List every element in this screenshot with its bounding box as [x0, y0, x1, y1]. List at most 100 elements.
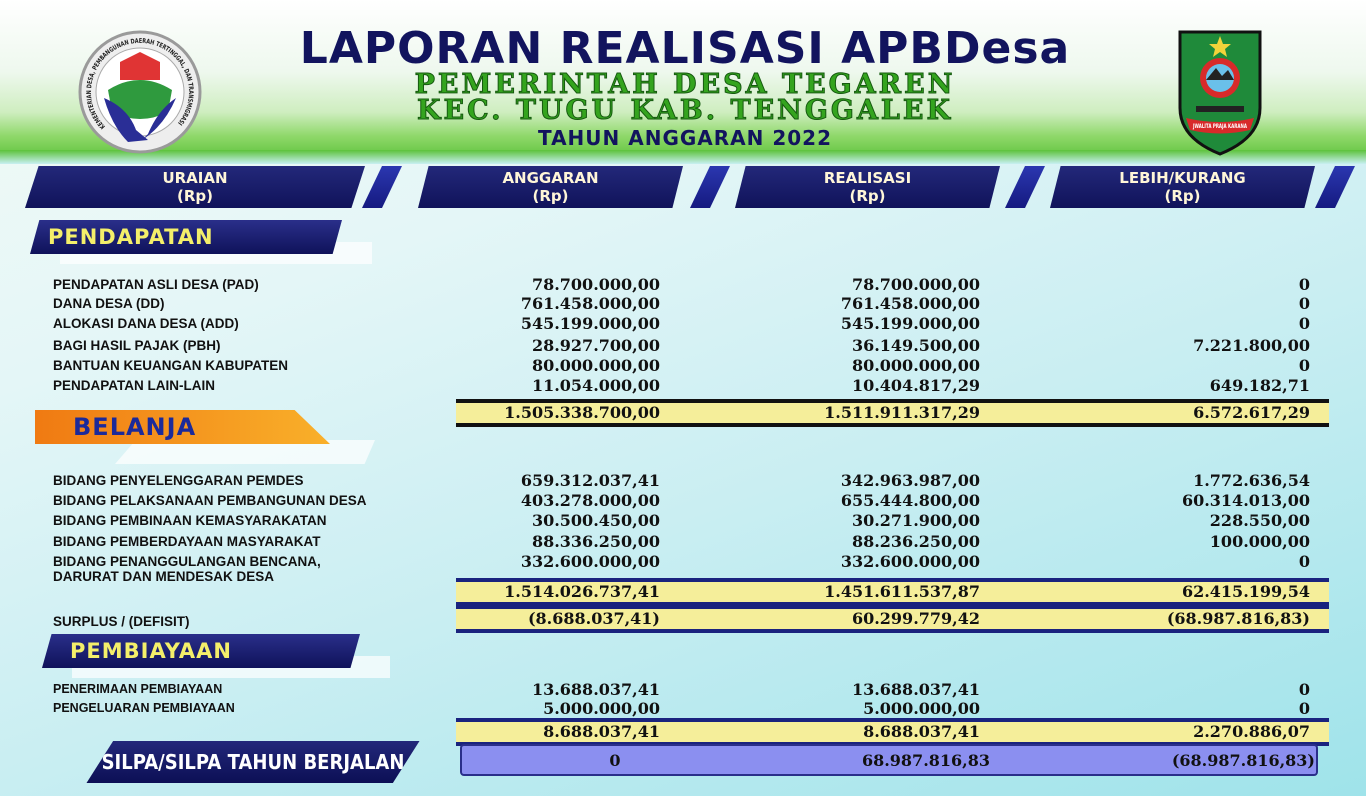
row-value-anggaran: 545.199.000,00 [520, 314, 660, 333]
row-label-line: PENDAPATAN LAIN-LAIN [53, 378, 215, 393]
row-label-line: BIDANG PEMBERDAYAAN MASYARAKAT [53, 534, 321, 549]
row-label: DANA DESA (DD) [53, 296, 165, 311]
decorative-slash [1315, 166, 1355, 208]
row-value-realisasi: 13.688.037,41 [851, 680, 980, 699]
right-logo-motto: JWALITA PRAJA KARANA [1192, 123, 1247, 130]
row-value-selisih: 7.221.800,00 [1193, 336, 1310, 355]
row-label-line: BAGI HASIL PAJAK (PBH) [53, 338, 221, 353]
row-value-anggaran: 332.600.000,00 [520, 552, 660, 571]
silpa-bar [460, 744, 1318, 776]
total-pendapatan-value-selisih: 6.572.617,29 [1193, 403, 1310, 422]
total-belanja-value-anggaran: 1.514.026.737,41 [504, 582, 660, 601]
section-pembiayaan: PEMBIAYAAN [42, 634, 360, 668]
row-label: PENERIMAAN PEMBIAYAAN [53, 682, 222, 697]
row-label-line: BIDANG PELAKSANAAN PEMBANGUNAN DESA [53, 493, 367, 508]
row-value-realisasi: 80.000.000,00 [851, 356, 980, 375]
total-belanja-value-realisasi: 1.451.611.537,87 [824, 582, 980, 601]
column-title: REALISASI [823, 169, 912, 187]
row-value-anggaran: 80.000.000,00 [531, 356, 660, 375]
row-value-realisasi: 30.271.900,00 [851, 511, 980, 530]
total-pembiayaan-value-selisih: 2.270.886,07 [1193, 722, 1310, 741]
row-value-anggaran: 13.688.037,41 [531, 680, 660, 699]
row-value-selisih: 0 [1298, 680, 1310, 699]
row-value-selisih: 0 [1298, 294, 1310, 313]
silpa-anggaran: 0 [609, 751, 621, 770]
total-pendapatan-value-anggaran: 1.505.338.700,00 [504, 403, 660, 422]
row-label: BIDANG PEMBERDAYAAN MASYARAKAT [53, 534, 321, 549]
column-header-uraian: URAIAN (Rp) [25, 166, 365, 208]
surplus-label: SURPLUS / (DEFISIT) [53, 614, 190, 629]
row-value-anggaran: 30.500.450,00 [531, 511, 660, 530]
row-value-realisasi: 10.404.817,29 [851, 376, 980, 395]
row-label: BAGI HASIL PAJAK (PBH) [53, 338, 221, 353]
row-label: PENDAPATAN LAIN-LAIN [53, 378, 215, 393]
row-value-selisih: 0 [1298, 275, 1310, 294]
row-label: BANTUAN KEUANGAN KABUPATEN [53, 358, 288, 373]
government-name: PEMERINTAH DESA TEGAREN [414, 69, 956, 100]
row-label-line: BIDANG PENANGGULANGAN BENCANA, [53, 554, 321, 569]
kemendesa-logo: KEMENTERIAN DESA, PEMBANGUNAN DAERAH TER… [78, 30, 202, 154]
row-value-realisasi: 545.199.000,00 [840, 314, 980, 333]
column-header-anggaran: ANGGARAN (Rp) [418, 166, 683, 208]
row-label-line: DANA DESA (DD) [53, 296, 165, 311]
decorative-slash [1005, 166, 1045, 208]
kabupaten-trenggalek-emblem: JWALITA PRAJA KARANA [1178, 30, 1262, 156]
row-value-selisih: 0 [1298, 699, 1310, 718]
row-label: ALOKASI DANA DESA (ADD) [53, 316, 239, 331]
column-header-realisasi: REALISASI (Rp) [735, 166, 1000, 208]
header-divider [0, 150, 1366, 164]
row-value-anggaran: 5.000.000,00 [543, 699, 660, 718]
column-header-lebih-kurang: LEBIH/KURANG (Rp) [1050, 166, 1315, 208]
row-value-anggaran: 88.336.250,00 [531, 532, 660, 551]
decorative-slash [362, 166, 402, 208]
row-value-selisih: 0 [1298, 356, 1310, 375]
row-label-line: BIDANG PENYELENGGARAN PEMDES [53, 473, 304, 488]
fiscal-year: TAHUN ANGGARAN 2022 [537, 126, 833, 150]
row-value-realisasi: 78.700.000,00 [851, 275, 980, 294]
row-value-anggaran: 78.700.000,00 [531, 275, 660, 294]
row-label: BIDANG PENYELENGGARAN PEMDES [53, 473, 304, 488]
row-value-realisasi: 761.458.000,00 [840, 294, 980, 313]
row-value-selisih: 0 [1298, 552, 1310, 571]
silpa-realisasi: 68.987.816,83 [861, 751, 990, 770]
row-label: BIDANG PELAKSANAAN PEMBANGUNAN DESA [53, 493, 367, 508]
row-label-line: BANTUAN KEUANGAN KABUPATEN [53, 358, 288, 373]
row-value-selisih: 228.550,00 [1209, 511, 1310, 530]
surplus-defisit [456, 605, 1329, 633]
silpa-selisih: (68.987.816,83) [1171, 751, 1315, 770]
district-name: KEC. TUGU KAB. TENGGALEK [417, 95, 953, 126]
row-label: BIDANG PEMBINAAN KEMASYARAKATAN [53, 513, 327, 528]
total-belanja [456, 578, 1329, 606]
row-label-line: ALOKASI DANA DESA (ADD) [53, 316, 239, 331]
row-value-realisasi: 342.963.987,00 [840, 471, 980, 490]
column-title: URAIAN [162, 169, 228, 187]
report-title: LAPORAN REALISASI APBDesa [299, 23, 1071, 74]
row-label: BIDANG PENANGGULANGAN BENCANA, DARURAT DA… [53, 554, 321, 584]
section-belanja: BELANJA [35, 410, 330, 444]
decorative-slash [690, 166, 730, 208]
row-value-selisih: 649.182,71 [1209, 376, 1310, 395]
row-value-anggaran: 11.054.000,00 [531, 376, 660, 395]
row-label: PENGELUARAN PEMBIAYAAN [53, 701, 235, 716]
column-title: ANGGARAN [502, 169, 599, 187]
row-label: PENDAPATAN ASLI DESA (PAD) [53, 277, 259, 292]
total-pembiayaan-value-anggaran: 8.688.037,41 [543, 722, 660, 741]
total-belanja-value-selisih: 62.415.199,54 [1181, 582, 1310, 601]
surplus-defisit-value-anggaran: (8.688.037,41) [527, 609, 660, 628]
row-value-realisasi: 332.600.000,00 [840, 552, 980, 571]
row-value-selisih: 60.314.013,00 [1181, 491, 1310, 510]
row-value-realisasi: 5.000.000,00 [863, 699, 980, 718]
row-value-selisih: 100.000,00 [1209, 532, 1310, 551]
row-value-anggaran: 403.278.000,00 [520, 491, 660, 510]
section-underline [115, 440, 375, 464]
row-label-line: PENERIMAAN PEMBIAYAAN [53, 682, 223, 696]
row-label-line: PENDAPATAN ASLI DESA (PAD) [53, 277, 259, 292]
row-value-realisasi: 655.444.800,00 [840, 491, 980, 510]
total-pendapatan-value-realisasi: 1.511.911.317,29 [824, 403, 980, 422]
total-pendapatan [456, 399, 1329, 427]
surplus-defisit-value-realisasi: 60.299.779,42 [851, 609, 980, 628]
column-title: LEBIH/KURANG [1119, 169, 1246, 187]
row-label-line: DARURAT DAN MENDESAK DESA [53, 569, 275, 584]
row-value-selisih: 1.772.636,54 [1193, 471, 1310, 490]
column-unit: (Rp) [177, 187, 213, 205]
